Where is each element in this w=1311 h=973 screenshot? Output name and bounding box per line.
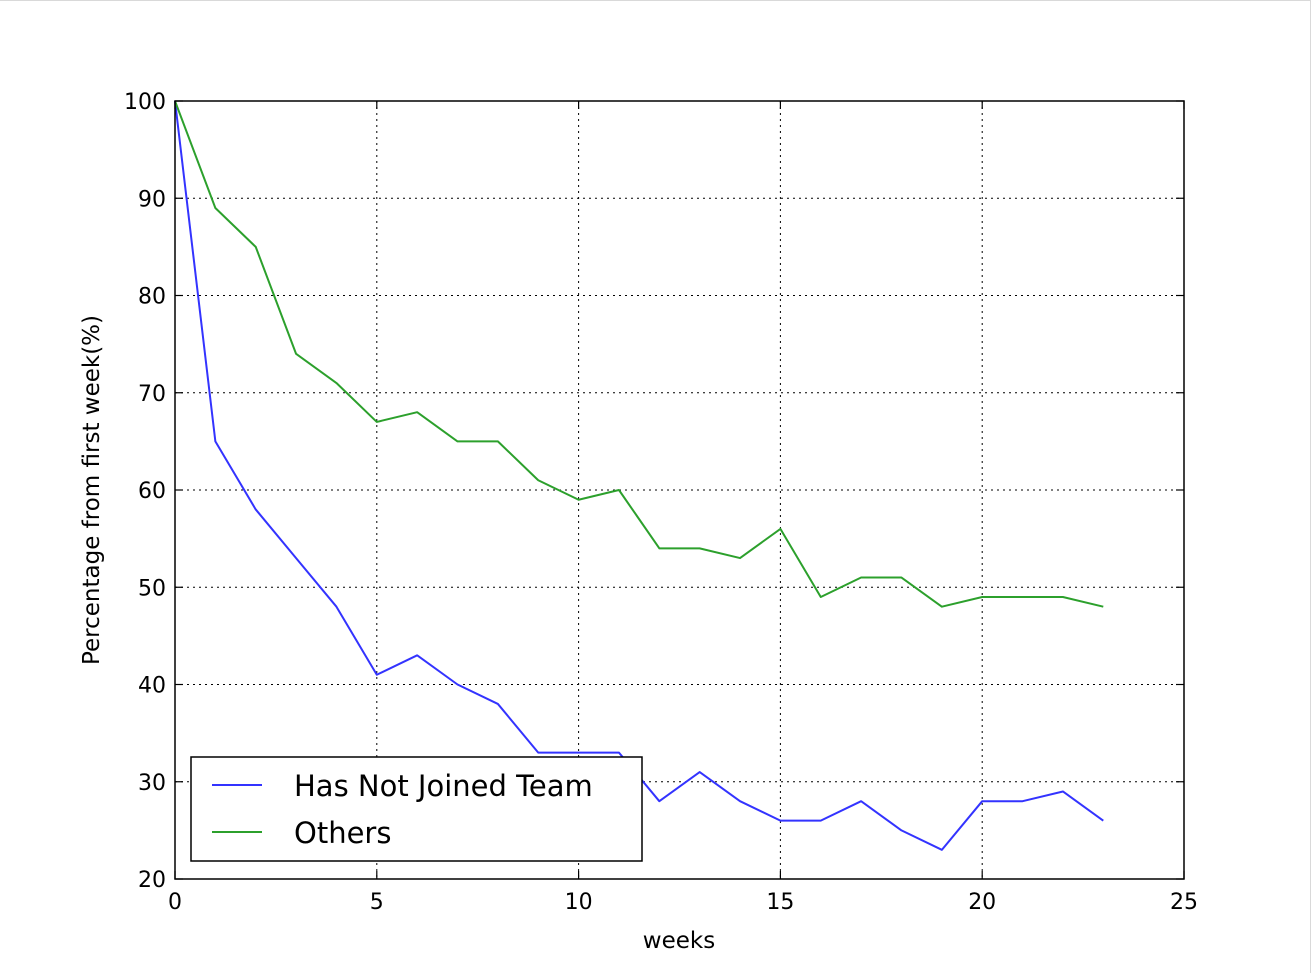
y-tick-label: 80: [138, 285, 166, 310]
x-tick-label: 5: [370, 890, 384, 915]
x-tick-label: 0: [168, 890, 182, 915]
x-tick-label: 25: [1170, 890, 1198, 915]
y-tick-label: 40: [138, 674, 166, 699]
series-line-others: [174, 100, 1104, 608]
legend-label-others: Others: [294, 816, 391, 850]
y-tick-label: 90: [138, 187, 166, 212]
legend: Has Not Joined Team Others: [190, 756, 643, 862]
x-tick-label: 10: [565, 890, 593, 915]
x-axis-label: weeks: [643, 928, 715, 954]
y-tick-label: 20: [138, 868, 166, 893]
axis-ticks: 0 5 10 15 20 25 20 30 40 50 60 70 80 90 100: [124, 90, 1198, 915]
y-axis-label: Percentage from first week(%): [79, 315, 105, 665]
x-tick-label: 20: [968, 890, 996, 915]
y-tick-label: 70: [138, 382, 166, 407]
legend-box: [190, 756, 643, 862]
y-tick-label: 30: [138, 771, 166, 796]
y-tick-label: 50: [138, 576, 166, 601]
x-tick-label: 15: [766, 890, 794, 915]
y-tick-label: 60: [138, 479, 166, 504]
legend-label-has-not-joined-team: Has Not Joined Team: [294, 769, 593, 803]
y-tick-label: 100: [124, 90, 166, 115]
